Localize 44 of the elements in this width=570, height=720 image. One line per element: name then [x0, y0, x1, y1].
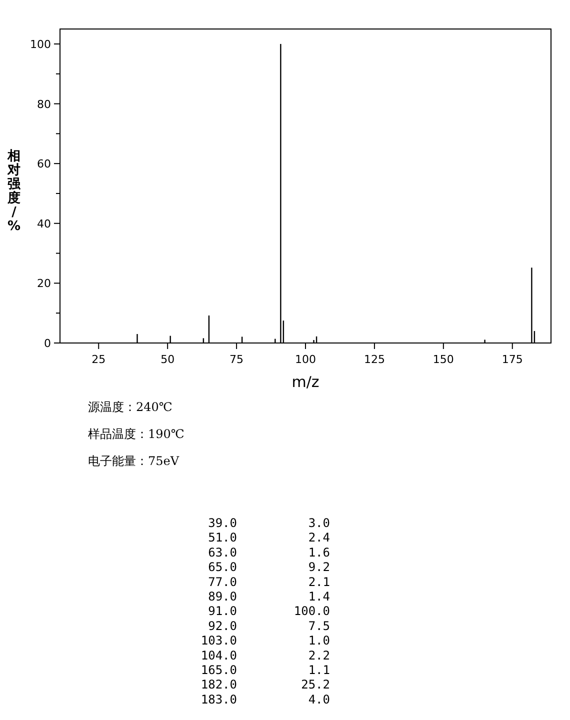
text: 1.0: [308, 634, 330, 648]
text: 63.0: [208, 545, 237, 560]
text: 182.0: [200, 678, 237, 692]
text: 7.5: [308, 618, 330, 633]
x-tick-label: 25: [92, 353, 106, 366]
text: 1.6: [308, 545, 330, 560]
text: 104.0: [200, 648, 237, 662]
x-tick-label: 125: [364, 353, 385, 366]
text: 1.4: [308, 590, 330, 604]
text: 103.0: [200, 634, 237, 648]
x-tick-label: 175: [502, 353, 523, 366]
text: 样品温度：190℃: [88, 427, 184, 441]
text: 100.0: [294, 604, 330, 618]
text: 91.0: [208, 604, 237, 618]
text: 92.0: [208, 618, 237, 633]
text: 3.0: [308, 516, 330, 530]
text: 25.2: [301, 678, 330, 692]
text: 4.0: [308, 692, 330, 706]
text: 183.0: [200, 692, 237, 706]
text: 电子能量：75eV: [88, 454, 180, 468]
y-tick-label: 0: [44, 337, 51, 350]
text: 2.4: [308, 530, 330, 545]
y-tick-label: 100: [30, 38, 51, 51]
y-tick-label: 40: [37, 217, 51, 230]
x-tick-label: 100: [295, 353, 316, 366]
text: 2.2: [308, 648, 330, 662]
text: 源温度：240℃: [88, 400, 172, 414]
text: 2.1: [308, 574, 330, 589]
x-axis-title: m/z: [292, 373, 320, 391]
text: 165.0: [200, 663, 237, 677]
text: 51.0: [208, 530, 237, 545]
y-axis-title: 相对强度/%: [6, 149, 22, 234]
y-tick-label: 60: [37, 158, 51, 171]
x-tick-label: 75: [230, 353, 244, 366]
text: 39.0: [208, 516, 237, 530]
text: 65.0: [208, 560, 237, 574]
y-tick-label: 20: [37, 277, 51, 290]
y-tick-label: 80: [37, 98, 51, 111]
text: 77.0: [208, 574, 237, 589]
text: 9.2: [308, 560, 330, 574]
text: 89.0: [208, 590, 237, 604]
x-tick-label: 150: [432, 353, 454, 366]
x-tick-label: 50: [160, 353, 175, 366]
text: 1.1: [308, 663, 330, 677]
